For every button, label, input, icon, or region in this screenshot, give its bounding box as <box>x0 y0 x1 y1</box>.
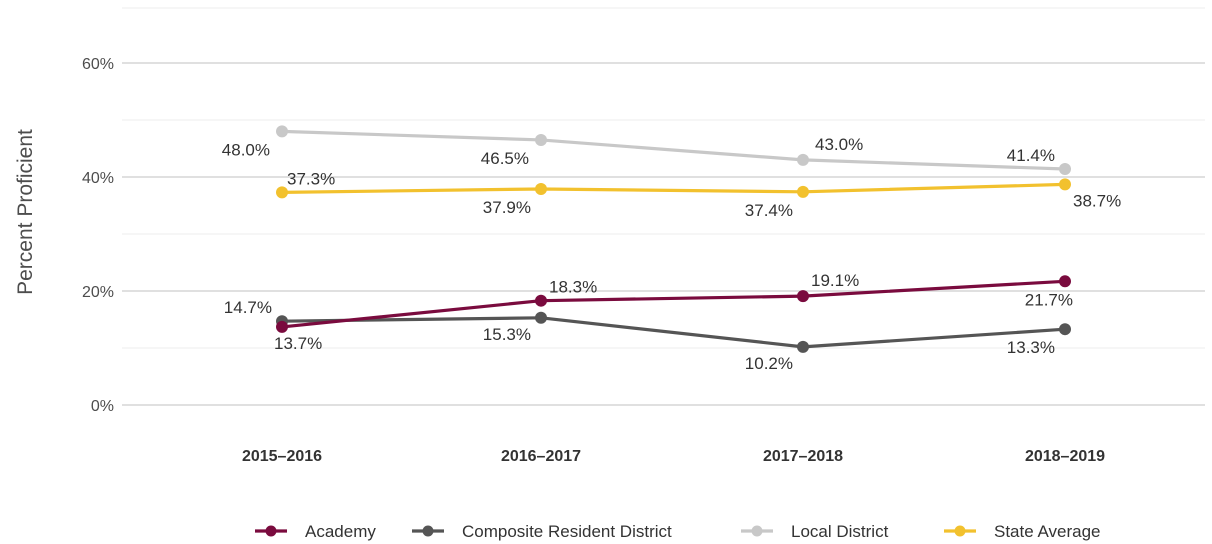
data-point <box>535 182 547 195</box>
data-label: 38.7% <box>1073 191 1121 210</box>
series-line <box>280 316 1067 349</box>
data-label: 46.5% <box>481 149 529 168</box>
data-point <box>797 153 809 166</box>
series-line <box>280 182 1067 194</box>
legend-swatch-point <box>265 525 277 537</box>
x-tick-label: 2015–2016 <box>242 448 322 465</box>
data-label: 37.9% <box>483 198 531 217</box>
series-points <box>276 125 1071 353</box>
data-label: 37.3% <box>287 169 335 188</box>
data-point <box>797 185 809 198</box>
data-point <box>797 290 809 303</box>
data-label: 21.7% <box>1025 290 1073 309</box>
data-label: 13.7% <box>274 334 322 353</box>
data-point <box>276 320 288 333</box>
data-label: 15.3% <box>483 325 531 344</box>
data-label: 14.7% <box>224 298 272 317</box>
grid <box>122 7 1205 406</box>
series-line <box>280 129 1067 171</box>
legend-label: Composite Resident District <box>462 522 672 541</box>
series-line <box>280 279 1067 329</box>
data-point <box>1059 163 1071 176</box>
x-axis-ticks: 2015–2016 2016–2017 2017–2018 2018–2019 <box>242 448 1105 465</box>
data-point <box>276 186 288 199</box>
y-tick-label: 40% <box>82 170 114 187</box>
legend-swatch-point <box>422 525 434 537</box>
y-axis-label: Percent Proficient <box>14 129 37 295</box>
data-point <box>535 133 547 146</box>
data-label: 18.3% <box>549 278 597 297</box>
y-axis-ticks: 0% 20% 40% 60% <box>82 56 114 415</box>
y-tick-label: 60% <box>82 56 114 73</box>
legend-swatch-point <box>751 525 763 537</box>
x-tick-label: 2018–2019 <box>1025 448 1105 465</box>
data-label: 19.1% <box>811 271 859 290</box>
x-tick-label: 2016–2017 <box>501 448 581 465</box>
data-point <box>1059 275 1071 288</box>
data-label: 48.0% <box>222 140 270 159</box>
data-labels: 13.7% 18.3% 19.1% 21.7% 14.7% 15.3% 10.2% 13.3%… <box>222 135 1121 373</box>
data-point <box>1059 323 1071 336</box>
data-point <box>535 311 547 324</box>
legend-swatch-point <box>954 525 966 537</box>
data-label: 41.4% <box>1007 146 1055 165</box>
data-point <box>535 294 547 307</box>
legend-label: State Average <box>994 522 1101 541</box>
legend-label: Academy <box>305 522 376 541</box>
y-tick-label: 0% <box>91 398 114 415</box>
legend: Academy Composite Resident District Local … <box>255 522 1101 541</box>
data-label: 37.4% <box>745 201 793 220</box>
legend-label: Local District <box>791 522 889 541</box>
data-label: 10.2% <box>745 354 793 373</box>
data-label: 13.3% <box>1007 338 1055 357</box>
data-label: 43.0% <box>815 135 863 154</box>
data-point <box>276 125 288 138</box>
data-point <box>797 340 809 353</box>
x-tick-label: 2017–2018 <box>763 448 843 465</box>
series-lines <box>280 129 1067 349</box>
y-tick-label: 20% <box>82 284 114 301</box>
data-point <box>1059 178 1071 191</box>
